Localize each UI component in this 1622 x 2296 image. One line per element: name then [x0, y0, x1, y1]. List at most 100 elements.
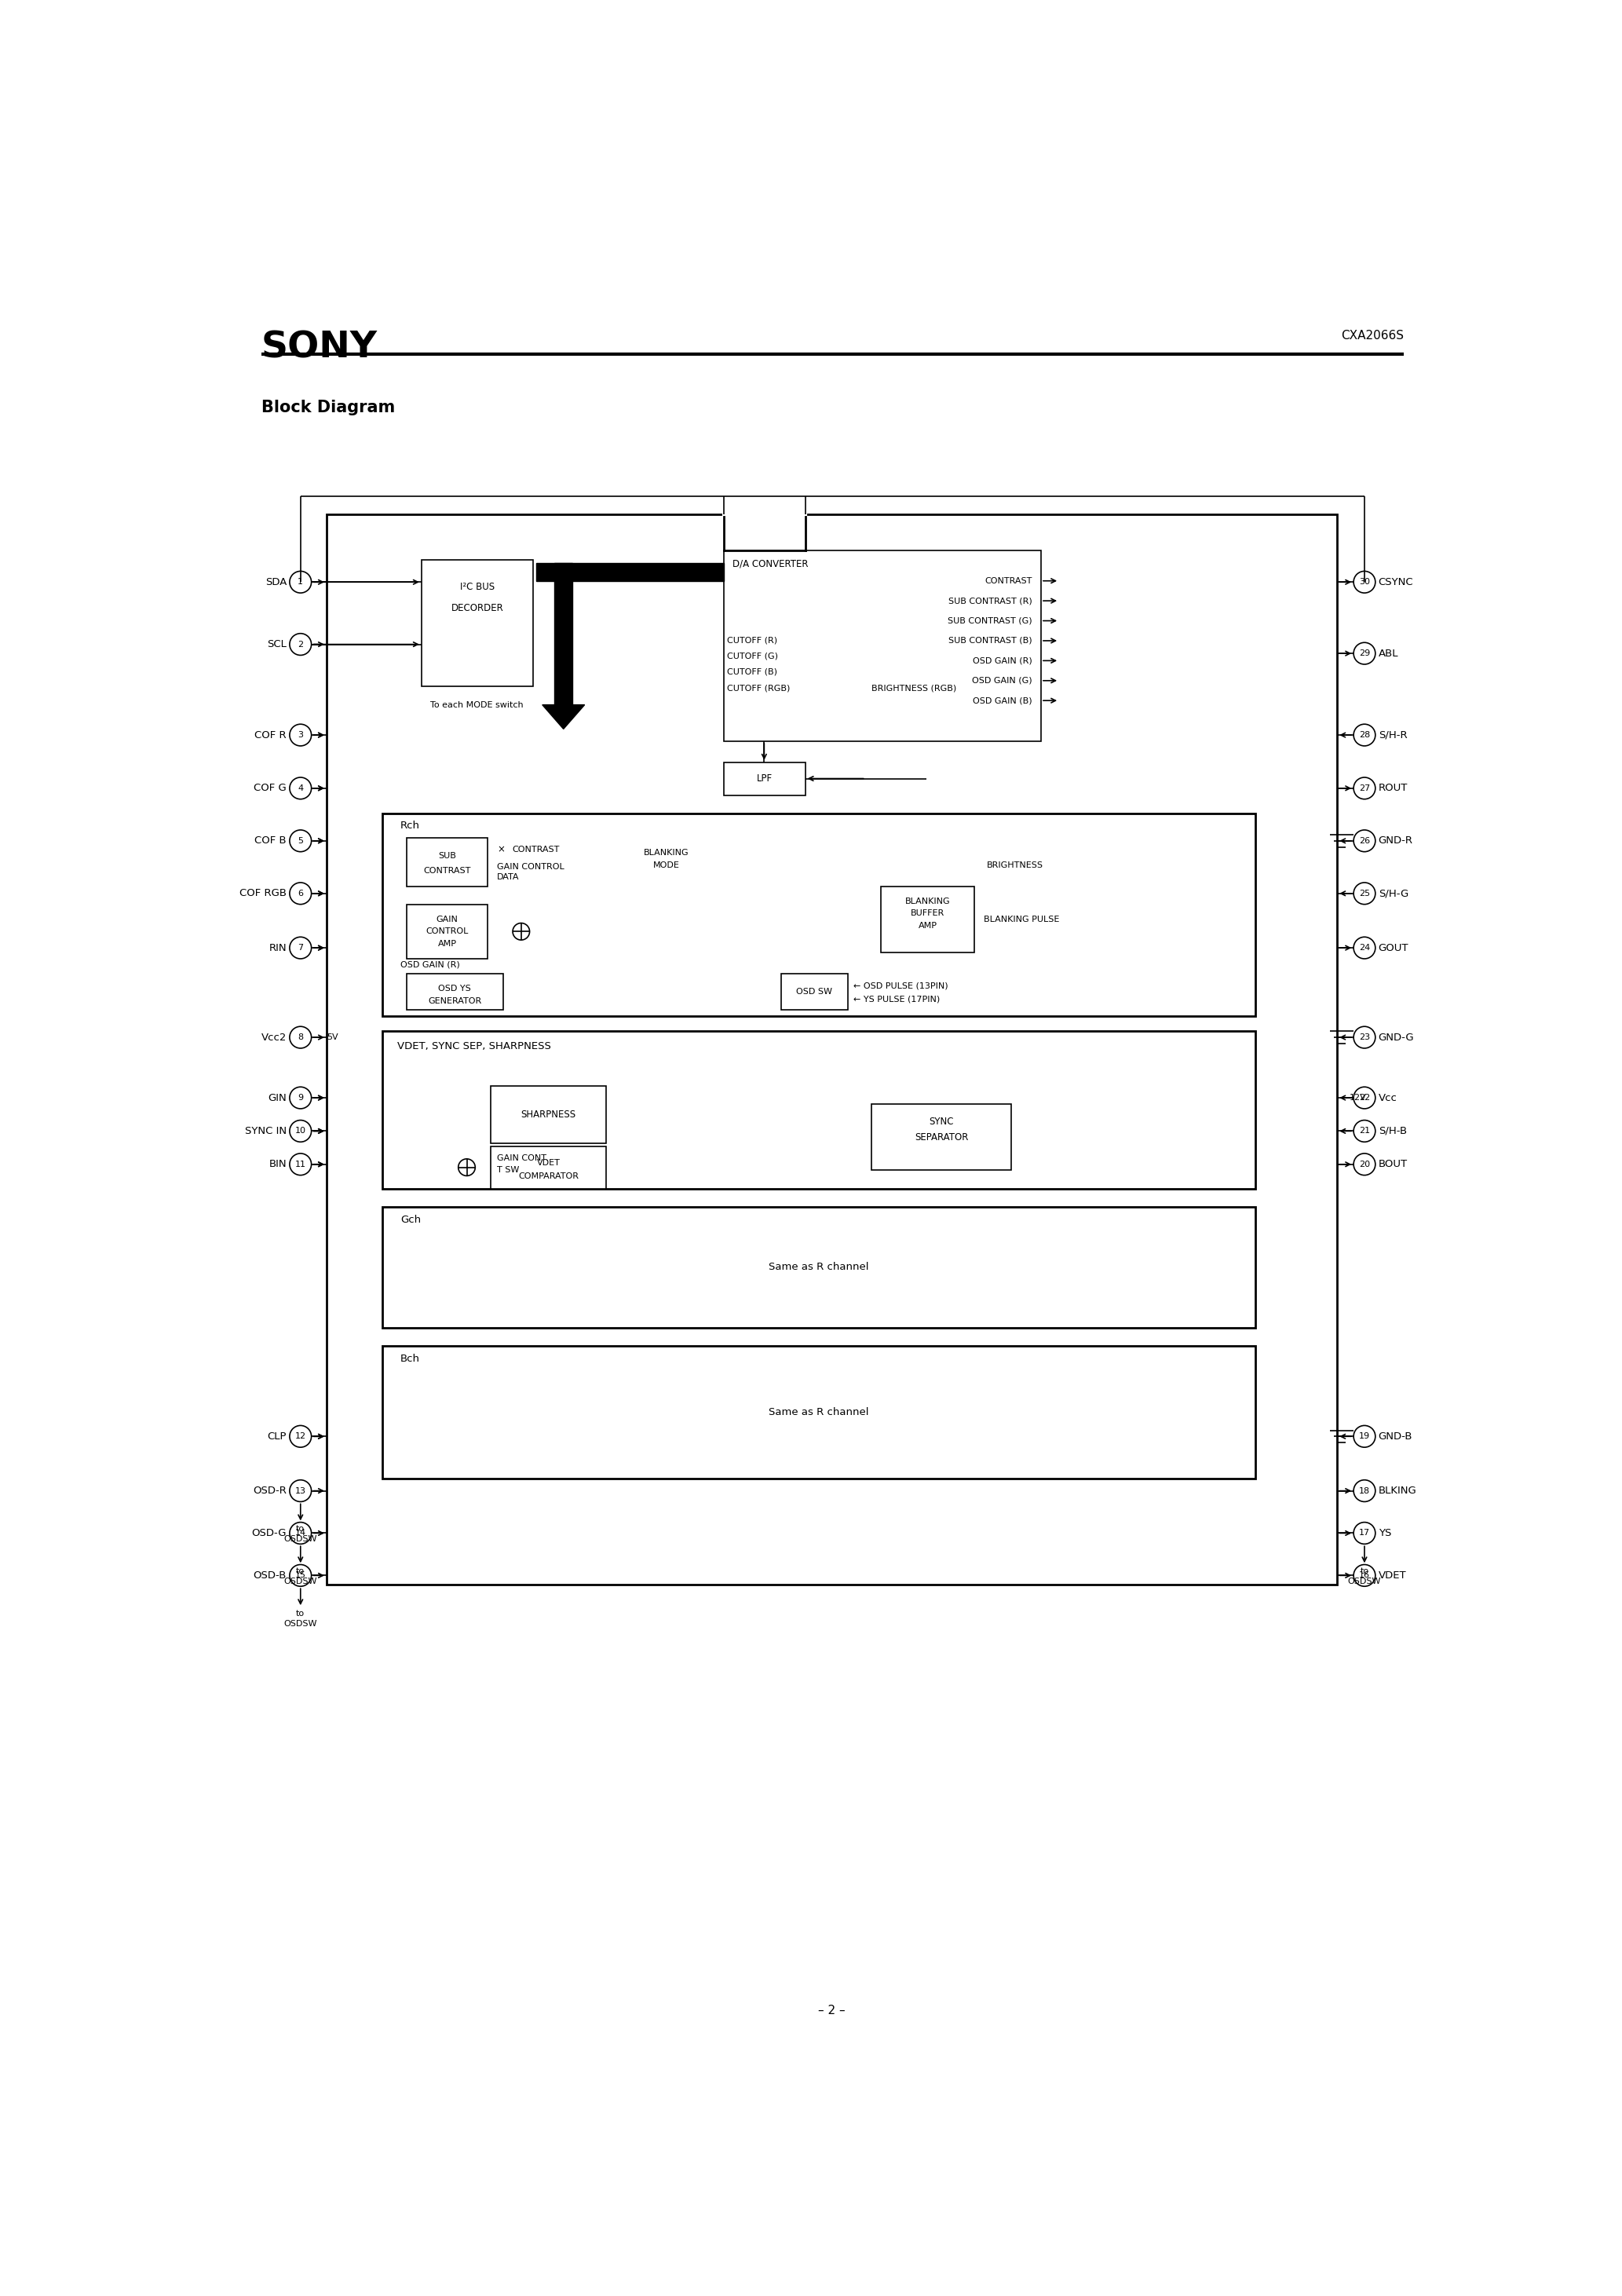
Text: 27: 27 — [1359, 785, 1371, 792]
Circle shape — [513, 923, 530, 939]
Text: COF R: COF R — [255, 730, 287, 739]
Circle shape — [1354, 882, 1375, 905]
Circle shape — [1354, 1026, 1375, 1049]
Text: 2: 2 — [298, 641, 303, 647]
Text: Bch: Bch — [401, 1355, 420, 1364]
Text: 12V: 12V — [1350, 1093, 1366, 1102]
Text: GENERATOR: GENERATOR — [428, 996, 482, 1006]
Polygon shape — [555, 563, 573, 705]
Text: 17: 17 — [1359, 1529, 1371, 1536]
Text: AMP: AMP — [438, 939, 456, 948]
Text: CUTOFF (RGB): CUTOFF (RGB) — [727, 684, 790, 691]
Circle shape — [290, 1426, 311, 1446]
Text: ← YS PULSE (17PIN): ← YS PULSE (17PIN) — [853, 996, 941, 1003]
Text: CONTRAST: CONTRAST — [423, 868, 470, 875]
Text: DATA: DATA — [496, 872, 519, 882]
Text: SUB CONTRAST (G): SUB CONTRAST (G) — [947, 618, 1032, 625]
Text: 8: 8 — [298, 1033, 303, 1042]
Text: SUB CONTRAST (R): SUB CONTRAST (R) — [949, 597, 1032, 604]
Text: ABL: ABL — [1379, 647, 1398, 659]
Bar — [383, 813, 1255, 1017]
Text: YS: YS — [1379, 1529, 1392, 1538]
Circle shape — [1354, 1481, 1375, 1502]
Text: OSD GAIN (G): OSD GAIN (G) — [972, 677, 1032, 684]
Circle shape — [290, 882, 311, 905]
Text: VDET: VDET — [1379, 1570, 1406, 1580]
Circle shape — [1354, 1153, 1375, 1176]
Text: CONTRAST: CONTRAST — [985, 576, 1032, 585]
Text: 1: 1 — [298, 579, 303, 585]
Circle shape — [290, 572, 311, 592]
Text: – 2 –: – 2 – — [817, 2004, 845, 2016]
Polygon shape — [537, 563, 723, 581]
Text: 6: 6 — [298, 889, 303, 898]
Text: OSDSW: OSDSW — [284, 1621, 318, 1628]
Circle shape — [1354, 1120, 1375, 1141]
Polygon shape — [542, 705, 584, 730]
Text: OSD-B: OSD-B — [253, 1570, 287, 1580]
Text: Rch: Rch — [401, 820, 420, 831]
Text: SUB: SUB — [438, 852, 456, 861]
Text: Same as R channel: Same as R channel — [769, 1263, 869, 1272]
Circle shape — [1354, 1426, 1375, 1446]
Text: BRIGHTNESS: BRIGHTNESS — [986, 861, 1043, 868]
Text: BRIGHTNESS (RGB): BRIGHTNESS (RGB) — [871, 684, 957, 691]
Text: GAIN CONT.: GAIN CONT. — [496, 1155, 548, 1162]
Bar — [491, 1146, 605, 1189]
Text: 22: 22 — [1359, 1093, 1371, 1102]
Text: 30: 30 — [1359, 579, 1371, 585]
Text: MODE: MODE — [654, 861, 680, 868]
Bar — [326, 514, 1337, 1584]
Text: OSDSW: OSDSW — [284, 1577, 318, 1587]
Bar — [406, 974, 503, 1010]
Circle shape — [290, 1120, 311, 1141]
Text: CUTOFF (G): CUTOFF (G) — [727, 652, 777, 661]
Text: SEPARATOR: SEPARATOR — [915, 1132, 968, 1141]
Text: 21: 21 — [1359, 1127, 1371, 1134]
Circle shape — [290, 1086, 311, 1109]
Text: 13: 13 — [295, 1488, 307, 1495]
Circle shape — [1354, 643, 1375, 664]
Text: SCL: SCL — [268, 638, 287, 650]
Text: GOUT: GOUT — [1379, 944, 1408, 953]
Bar — [723, 762, 805, 794]
Text: SONY: SONY — [261, 331, 378, 365]
Text: RIN: RIN — [269, 944, 287, 953]
Text: OSDSW: OSDSW — [284, 1536, 318, 1543]
Text: ← OSD PULSE (13PIN): ← OSD PULSE (13PIN) — [853, 983, 949, 990]
Text: OSD GAIN (R): OSD GAIN (R) — [973, 657, 1032, 664]
Circle shape — [290, 937, 311, 960]
Circle shape — [1354, 1522, 1375, 1543]
Text: 11: 11 — [295, 1159, 307, 1169]
Text: DECORDER: DECORDER — [451, 604, 503, 613]
Circle shape — [290, 1522, 311, 1543]
Text: CUTOFF (R): CUTOFF (R) — [727, 636, 777, 645]
Text: 3: 3 — [298, 730, 303, 739]
Circle shape — [290, 829, 311, 852]
Text: CLP: CLP — [268, 1430, 287, 1442]
Circle shape — [290, 1481, 311, 1502]
Text: GND-G: GND-G — [1379, 1033, 1414, 1042]
Text: 24: 24 — [1359, 944, 1371, 953]
Text: COF RGB: COF RGB — [240, 889, 287, 898]
Circle shape — [290, 1564, 311, 1587]
Text: VDET, SYNC SEP, SHARPNESS: VDET, SYNC SEP, SHARPNESS — [397, 1042, 551, 1052]
Text: S/H-B: S/H-B — [1379, 1125, 1406, 1137]
Text: OSD YS: OSD YS — [438, 985, 470, 992]
Text: SDA: SDA — [264, 576, 287, 588]
Text: to: to — [297, 1609, 305, 1616]
Text: T SW: T SW — [496, 1166, 519, 1173]
Text: AMP: AMP — [918, 921, 938, 930]
Text: CSYNC: CSYNC — [1379, 576, 1413, 588]
Text: 18: 18 — [1359, 1488, 1371, 1495]
Text: CUTOFF (B): CUTOFF (B) — [727, 668, 777, 675]
Bar — [383, 1345, 1255, 1479]
Bar — [881, 886, 975, 953]
Text: BLKING: BLKING — [1379, 1486, 1416, 1497]
Text: 29: 29 — [1359, 650, 1371, 657]
Text: BLANKING: BLANKING — [644, 850, 689, 856]
Text: 5: 5 — [298, 838, 303, 845]
Circle shape — [290, 1153, 311, 1176]
Text: S/H-G: S/H-G — [1379, 889, 1408, 898]
Bar — [871, 1104, 1011, 1171]
